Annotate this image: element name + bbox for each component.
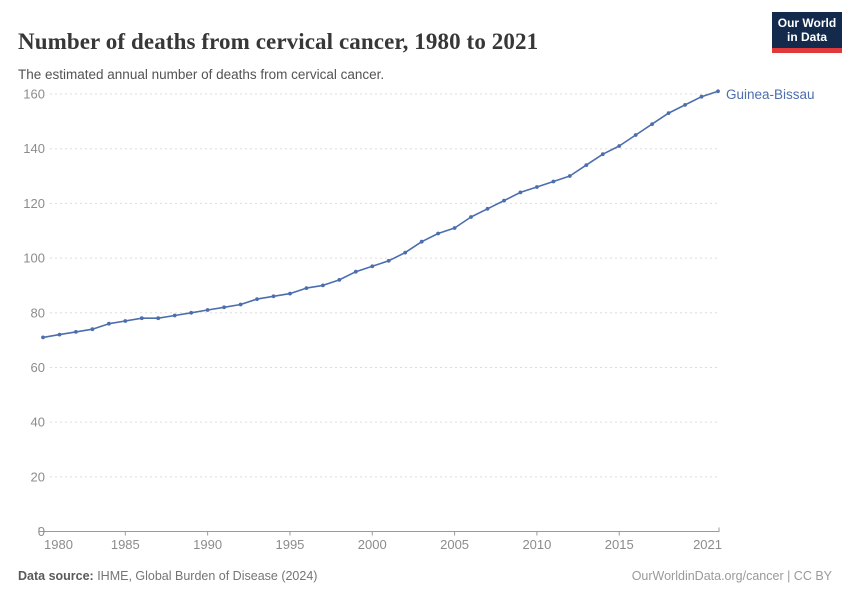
data-line [42,90,719,339]
svg-text:0: 0 [38,524,45,539]
x-axis [38,527,720,536]
svg-text:160: 160 [23,87,45,102]
chart-footer: Data source: IHME, Global Burden of Dise… [18,566,832,586]
data-points [41,89,720,340]
svg-text:1980: 1980 [44,537,73,552]
series-end-label: Guinea-Bissau [726,87,815,102]
data-source-label: Data source: [18,569,94,583]
svg-text:40: 40 [31,415,45,430]
svg-text:2015: 2015 [605,537,634,552]
chart-title: Number of deaths from cervical cancer, 1… [18,29,539,55]
owid-logo[interactable]: Our World in Data [772,12,842,53]
svg-text:20: 20 [31,469,45,484]
svg-text:140: 140 [23,141,45,156]
owid-logo-line2: in Data [786,30,827,44]
svg-text:120: 120 [23,196,45,211]
chart-subtitle: The estimated annual number of deaths fr… [18,66,385,82]
y-tick-labels: 0 20 40 60 80 100 120 140 160 [23,87,45,540]
credit-link[interactable]: OurWorldinData.org/cancer | CC BY [631,569,832,583]
svg-text:60: 60 [31,360,45,375]
svg-text:1995: 1995 [275,537,304,552]
y-gridlines [50,93,719,478]
svg-text:80: 80 [31,305,45,320]
owid-logo-line1: Our World [777,16,837,30]
svg-text:2005: 2005 [440,537,469,552]
svg-text:1990: 1990 [193,537,222,552]
svg-text:2000: 2000 [358,537,387,552]
x-tick-labels: 1980 1985 1990 1995 2000 2005 2010 2015 2021 [44,537,722,552]
svg-text:2010: 2010 [522,537,551,552]
data-source-text: Data source: IHME, Global Burden of Dise… [18,569,318,583]
svg-text:100: 100 [23,251,45,266]
svg-text:1985: 1985 [111,537,140,552]
svg-text:2021: 2021 [693,537,722,552]
